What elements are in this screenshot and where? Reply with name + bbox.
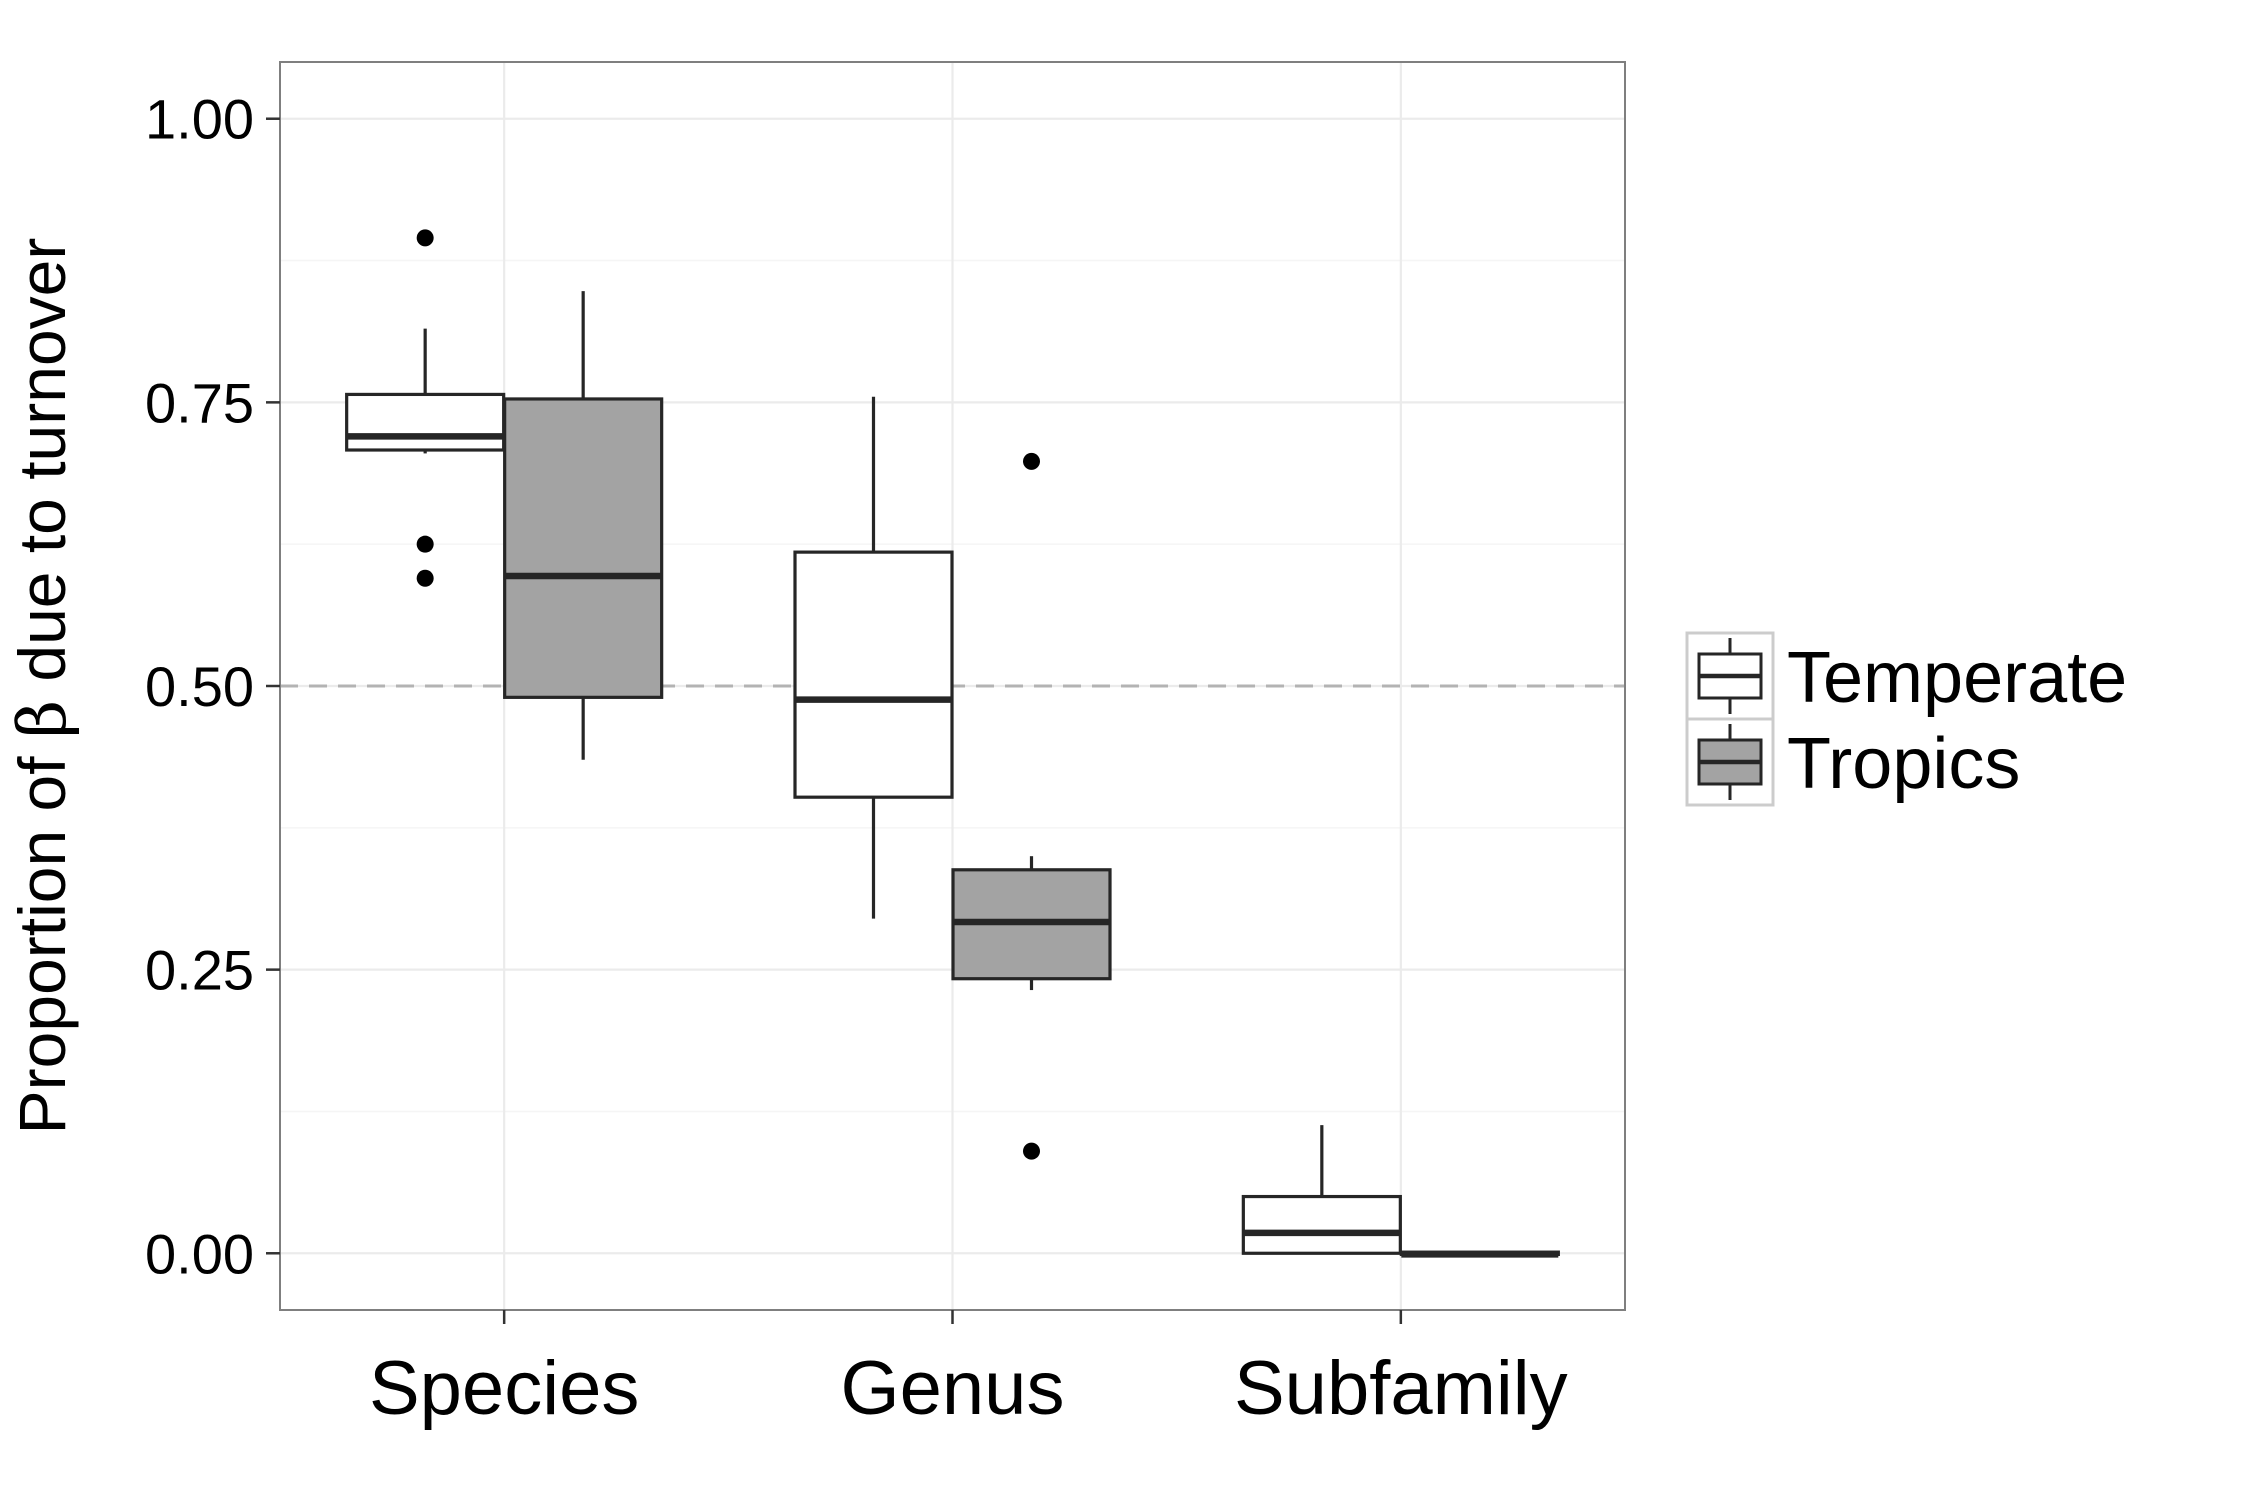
outlier-point — [416, 229, 434, 247]
box-body — [1241, 1194, 1402, 1255]
outlier-point — [416, 569, 434, 587]
beta-symbol: β — [4, 700, 81, 738]
box-body — [503, 397, 664, 699]
legend-item-temperate: Temperate — [1685, 631, 2127, 721]
outlier-point — [1023, 452, 1040, 470]
box-series — [345, 229, 1560, 1258]
x-tick-label: Subfamily — [1234, 1346, 1568, 1431]
x-axis: Species Genus Subfamily — [369, 1310, 1568, 1431]
y-tick-label: 0.50 — [145, 655, 254, 718]
box-body — [345, 392, 506, 452]
outlier-point — [416, 535, 434, 553]
box-body — [793, 550, 954, 799]
x-tick-label: Genus — [841, 1346, 1065, 1431]
box-subfamily-tropics — [1399, 1250, 1560, 1258]
y-tick-label: 0.25 — [145, 939, 254, 1002]
y-axis-title-prefix: Proportion of — [5, 738, 79, 1134]
box-species-temperate — [345, 229, 506, 587]
legend-label: Tropics — [1787, 724, 2020, 804]
outlier-point — [1023, 1142, 1040, 1160]
y-tick-label: 0.75 — [145, 371, 254, 434]
legend-item-tropics: Tropics — [1685, 717, 2020, 807]
x-tick-label: Species — [369, 1346, 639, 1431]
y-axis-title-suffix: due to turnover — [5, 238, 79, 700]
box-species-tropics — [503, 291, 664, 760]
y-axis: 0.00 0.25 0.50 0.75 1.00 — [145, 88, 280, 1285]
box-genus-tropics — [951, 452, 1112, 1160]
box-genus-temperate — [793, 396, 954, 919]
box-subfamily-temperate — [1241, 1125, 1402, 1255]
legend-label: Temperate — [1787, 638, 2127, 718]
y-tick-label: 1.00 — [145, 88, 254, 151]
y-axis-title: Proportion of β due to turnover — [4, 238, 81, 1135]
y-tick-label: 0.00 — [145, 1222, 254, 1285]
